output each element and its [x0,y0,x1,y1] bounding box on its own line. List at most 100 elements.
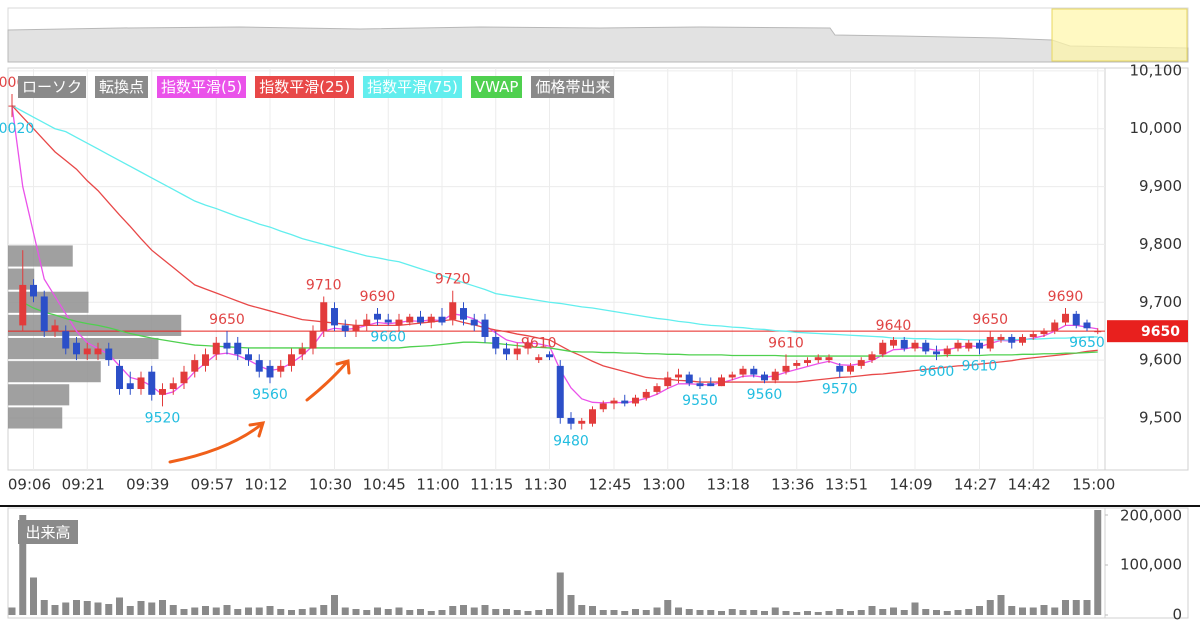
candle-body [1040,331,1048,335]
volume-bar [675,607,682,615]
candle-body [363,319,371,326]
candle-body [1062,313,1069,323]
volume-bar [384,609,392,615]
legend-item[interactable]: ローソク [18,76,87,98]
annotation-arrow [305,359,351,402]
volume-bar [341,607,349,615]
x-tick-label: 09:21 [62,476,105,494]
candle-body [503,348,510,355]
volume-profile-bar [8,384,70,406]
volume-bar [94,602,102,615]
volume-bar [1051,607,1059,615]
volume-profile-bar [8,268,35,290]
volume-bar [707,610,715,615]
y-tick-label: 9,700 [1139,293,1182,311]
volume-bar [535,610,543,615]
candle-body [589,409,596,424]
candle-body [30,284,37,297]
volume-bar [610,610,618,615]
legend-item[interactable]: 価格帯出来 [531,76,615,98]
volume-bar [814,612,822,615]
low-label: 9660 [370,329,406,345]
volume-bar [642,610,650,615]
high-label: 9650 [209,312,245,328]
candle-body [202,354,209,366]
candle-body [126,383,134,390]
volume-bar [771,607,779,615]
volume-bar [438,610,446,615]
candle-body [879,342,887,355]
navigator-window[interactable] [1051,8,1188,62]
volume-bar [51,605,59,615]
volume-bar [965,609,973,615]
candle-body [954,342,962,349]
y-tick-label: 9,500 [1139,408,1182,426]
candle-body [653,386,661,392]
high-label: 9690 [1048,289,1084,305]
candle-body [782,365,790,372]
candle-body [621,400,629,404]
volume-bar [116,597,123,615]
x-tick-label: 12:45 [588,476,631,494]
volume-bar [255,607,263,615]
volume-bar [890,607,897,615]
x-tick-label: 09:57 [191,476,234,494]
volume-bar [911,602,919,615]
annotation-arrow [168,421,266,464]
volume-bar [1029,607,1037,615]
candle-body [148,371,156,395]
y-tick-label: 200,000 [1120,507,1182,525]
volume-bar [943,611,951,615]
candle-body [438,316,446,323]
volume-bar [685,609,693,615]
candle-body [105,348,113,361]
volume-bar [556,572,564,615]
volume-bar [406,610,414,615]
x-tick-label: 11:15 [470,476,513,494]
candle-body [664,377,672,387]
volume-bar [148,602,156,615]
volume-bar [40,600,48,615]
legend: ローソク 転換点 指数平滑(5) 指数平滑(25) 指数平滑(75) VWAP 価格帯出来 [18,76,615,98]
volume-bar [1008,606,1016,615]
legend-item[interactable]: 指数平滑(5) [157,76,247,98]
high-label: 9610 [768,335,804,351]
volume-bar [363,610,371,615]
candle-body [62,331,70,349]
line-series [11,105,1098,341]
candle-body [277,365,285,372]
volume-bar [288,610,295,615]
candle-body [320,302,328,332]
candle-body [632,397,639,404]
volume-bar [352,609,360,615]
legend-item[interactable]: 指数平滑(75) [363,76,462,98]
candle-body [761,374,768,381]
candle-body [341,325,349,332]
volume-bar [62,602,70,615]
candle-body [825,357,833,361]
legend-item[interactable]: VWAP [470,76,523,98]
volume-bar [664,600,672,615]
candle-body [406,316,414,323]
volume-bar [546,609,553,615]
candle-body [911,342,919,349]
candle-body [331,308,338,326]
candle-body [750,368,758,375]
candle-body [40,296,48,332]
high-label: 9720 [435,272,471,288]
panel-title-box [18,520,78,544]
volume-bar [857,610,865,615]
volume-bar [449,606,457,615]
candle-body [288,354,295,366]
candle-body [212,342,220,355]
candle-body [943,348,951,355]
candle-body [513,348,521,355]
legend-item[interactable]: 指数平滑(25) [255,76,355,98]
x-tick-label: 10:45 [363,476,406,494]
volume-bar [223,605,231,615]
candle-body [578,420,586,424]
candle-body [427,316,435,323]
legend-item[interactable]: 転換点 [95,76,149,98]
candle-body [169,383,177,390]
